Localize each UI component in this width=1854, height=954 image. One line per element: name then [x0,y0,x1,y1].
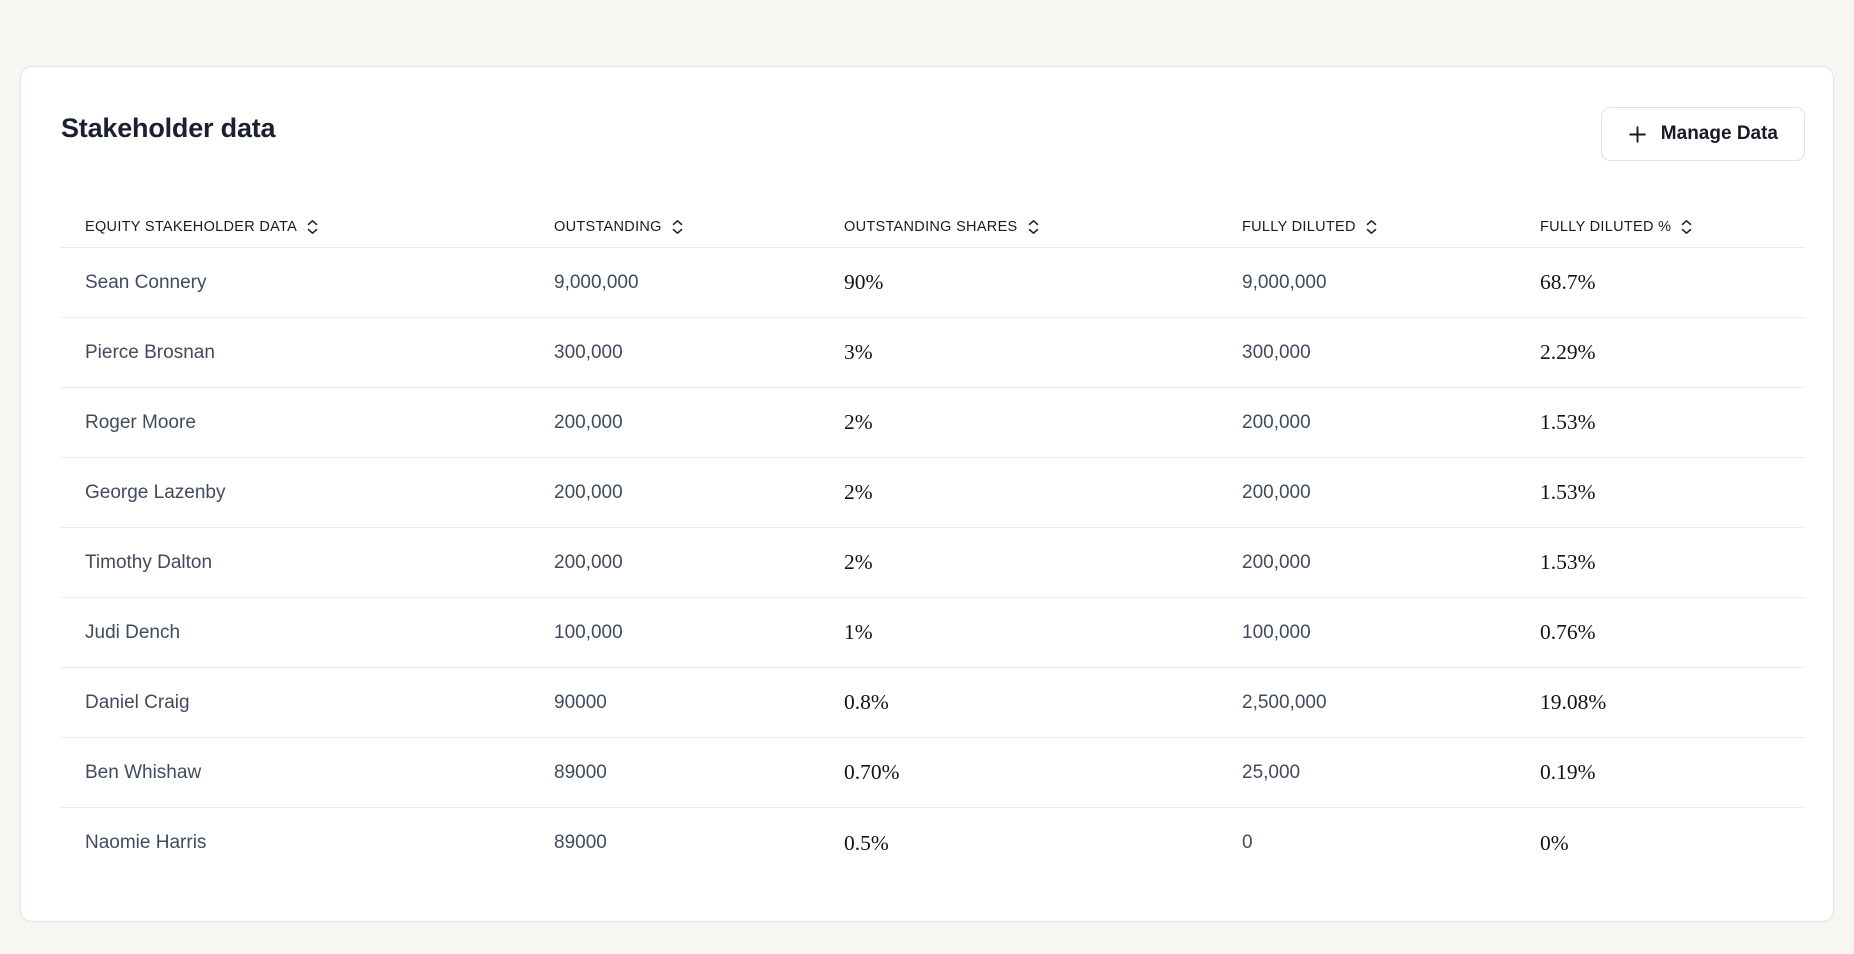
cell-outstanding-shares: 0.5% [844,830,889,855]
cell-outstanding-shares: 2% [844,550,873,574]
cell-fully-diluted: 200,000 [1242,481,1311,503]
table-body: Sean Connery 9,000,000 90% 9,000,000 68.7% Pi… [60,248,1805,878]
cell-outstanding: 100,000 [554,621,623,643]
table-row: Pierce Brosnan 300,000 3% 300,000 2.29% [60,318,1805,388]
sort-chevrons-icon [671,219,684,235]
cell-fully-diluted-pct: 2.29% [1540,340,1596,364]
table-row: Judi Dench 100,000 1% 100,000 0.76% [60,598,1805,668]
cell-fully-diluted-pct: 1.53% [1540,410,1596,434]
table-header-row: EQUITY STAKEHOLDER DATA OUTSTANDING OUTS… [60,207,1805,248]
column-header-outstanding[interactable]: OUTSTANDING [554,219,844,235]
cell-fully-diluted: 2,500,000 [1242,691,1327,713]
cell-outstanding: 200,000 [554,551,623,573]
manage-data-button-label: Manage Data [1660,123,1778,144]
cell-fully-diluted-pct: 19.08% [1540,690,1607,714]
table-row: Ben Whishaw 89000 0.70% 25,000 0.19% [60,738,1805,808]
cell-name: Roger Moore [85,411,196,433]
column-header-label: EQUITY STAKEHOLDER DATA [85,219,298,235]
cell-fully-diluted-pct: 1.53% [1540,480,1596,504]
cell-fully-diluted-pct: 68.7% [1540,270,1596,294]
cell-fully-diluted-pct: 0% [1540,830,1569,855]
cell-outstanding: 89000 [554,832,607,853]
cell-name: Judi Dench [85,621,181,643]
cell-name: Sean Connery [85,271,207,293]
cell-name: Naomie Harris [85,832,207,853]
cell-name: Daniel Craig [85,691,190,713]
cell-outstanding: 90000 [554,691,607,713]
cell-outstanding-shares: 2% [844,410,873,434]
cell-fully-diluted-pct: 0.19% [1540,760,1596,784]
cell-fully-diluted: 9,000,000 [1242,271,1327,293]
column-header-label: OUTSTANDING SHARES [844,219,1018,235]
sort-chevrons-icon [306,219,319,235]
column-header-fully-diluted[interactable]: FULLY DILUTED [1242,219,1540,235]
cell-outstanding: 200,000 [554,481,623,503]
table-row: Daniel Craig 90000 0.8% 2,500,000 19.08% [60,668,1805,738]
cell-fully-diluted: 25,000 [1242,761,1301,783]
cell-name: Pierce Brosnan [85,341,215,363]
plus-icon [1628,125,1647,144]
page-title: Stakeholder data [61,113,276,143]
cell-name: George Lazenby [85,481,226,503]
cell-fully-diluted: 200,000 [1242,411,1311,433]
cell-fully-diluted-pct: 0.76% [1540,620,1596,644]
table-row: George Lazenby 200,000 2% 200,000 1.53% [60,458,1805,528]
cell-name: Timothy Dalton [85,551,213,573]
cell-fully-diluted: 200,000 [1242,551,1311,573]
cell-fully-diluted: 100,000 [1242,621,1311,643]
cell-outstanding: 9,000,000 [554,271,639,293]
column-header-outstanding-shares[interactable]: OUTSTANDING SHARES [844,219,1242,235]
stakeholder-table: EQUITY STAKEHOLDER DATA OUTSTANDING OUTS… [60,207,1805,878]
column-header-label: FULLY DILUTED % [1540,219,1672,235]
cell-outstanding-shares: 3% [844,340,873,364]
cell-outstanding: 300,000 [554,341,623,363]
column-header-equity-stakeholder-data[interactable]: EQUITY STAKEHOLDER DATA [60,219,554,235]
sort-chevrons-icon [1027,219,1040,235]
cell-fully-diluted: 0 [1242,832,1253,853]
stakeholder-data-card: Stakeholder data Manage Data EQUITY STAK… [20,66,1834,922]
cell-outstanding-shares: 0.70% [844,760,900,784]
cell-fully-diluted: 300,000 [1242,341,1311,363]
column-header-label: FULLY DILUTED [1242,219,1356,235]
cell-outstanding-shares: 0.8% [844,690,889,714]
table-row: Roger Moore 200,000 2% 200,000 1.53% [60,388,1805,458]
cell-outstanding: 200,000 [554,411,623,433]
cell-outstanding: 89000 [554,761,607,783]
manage-data-button[interactable]: Manage Data [1600,107,1805,161]
cell-fully-diluted-pct: 1.53% [1540,550,1596,574]
table-row: Sean Connery 9,000,000 90% 9,000,000 68.7% [60,248,1805,318]
cell-outstanding-shares: 1% [844,620,873,644]
cell-outstanding-shares: 2% [844,480,873,504]
table-row: Naomie Harris 89000 0.5% 0 0% [60,808,1805,878]
table-row: Timothy Dalton 200,000 2% 200,000 1.53% [60,528,1805,598]
sort-chevrons-icon [1680,219,1693,235]
column-header-label: OUTSTANDING [554,219,662,235]
cell-name: Ben Whishaw [85,761,202,783]
cell-outstanding-shares: 90% [844,270,884,294]
column-header-fully-diluted-pct[interactable]: FULLY DILUTED % [1540,219,1805,235]
sort-chevrons-icon [1365,219,1378,235]
